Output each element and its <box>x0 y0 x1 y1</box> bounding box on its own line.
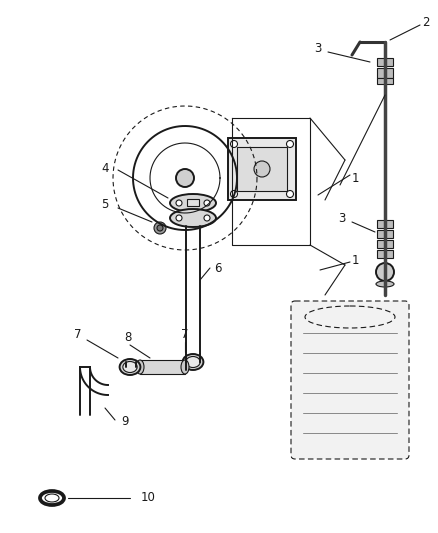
Circle shape <box>176 215 182 221</box>
Text: 9: 9 <box>121 416 128 429</box>
Circle shape <box>157 225 162 231</box>
Circle shape <box>230 141 237 148</box>
Text: 7: 7 <box>74 328 81 342</box>
Text: 3: 3 <box>338 212 345 224</box>
Ellipse shape <box>182 354 203 370</box>
Circle shape <box>254 161 269 177</box>
Bar <box>376 58 392 66</box>
Bar <box>376 220 392 228</box>
Circle shape <box>230 190 237 198</box>
Bar <box>376 240 392 248</box>
Text: 10: 10 <box>140 491 155 505</box>
Ellipse shape <box>170 194 215 212</box>
Ellipse shape <box>180 360 189 374</box>
Circle shape <box>286 141 293 148</box>
Bar <box>140 360 184 374</box>
Ellipse shape <box>170 209 215 227</box>
Ellipse shape <box>304 306 394 328</box>
Circle shape <box>176 200 182 206</box>
Bar <box>187 199 198 206</box>
Ellipse shape <box>119 359 140 375</box>
Text: 8: 8 <box>124 332 131 344</box>
Ellipse shape <box>136 360 144 374</box>
Text: 7: 7 <box>181 328 188 342</box>
Text: 6: 6 <box>214 262 221 274</box>
Text: 1: 1 <box>350 254 358 266</box>
Circle shape <box>204 215 209 221</box>
Ellipse shape <box>123 361 137 373</box>
Bar <box>376 68 392 78</box>
Text: 5: 5 <box>101 198 109 212</box>
Bar <box>227 138 295 200</box>
Bar <box>237 147 286 191</box>
FancyBboxPatch shape <box>290 301 408 459</box>
Circle shape <box>154 222 166 234</box>
Circle shape <box>286 190 293 198</box>
Text: 2: 2 <box>421 15 429 28</box>
Bar <box>376 78 392 84</box>
Text: 3: 3 <box>314 42 321 54</box>
Text: 4: 4 <box>101 161 109 174</box>
Circle shape <box>375 263 393 281</box>
Circle shape <box>176 169 194 187</box>
Ellipse shape <box>40 491 64 505</box>
Ellipse shape <box>45 494 59 502</box>
Bar <box>376 250 392 258</box>
Bar <box>376 230 392 238</box>
Circle shape <box>204 200 209 206</box>
Ellipse shape <box>185 357 200 367</box>
Ellipse shape <box>375 281 393 287</box>
Text: 1: 1 <box>350 172 358 184</box>
